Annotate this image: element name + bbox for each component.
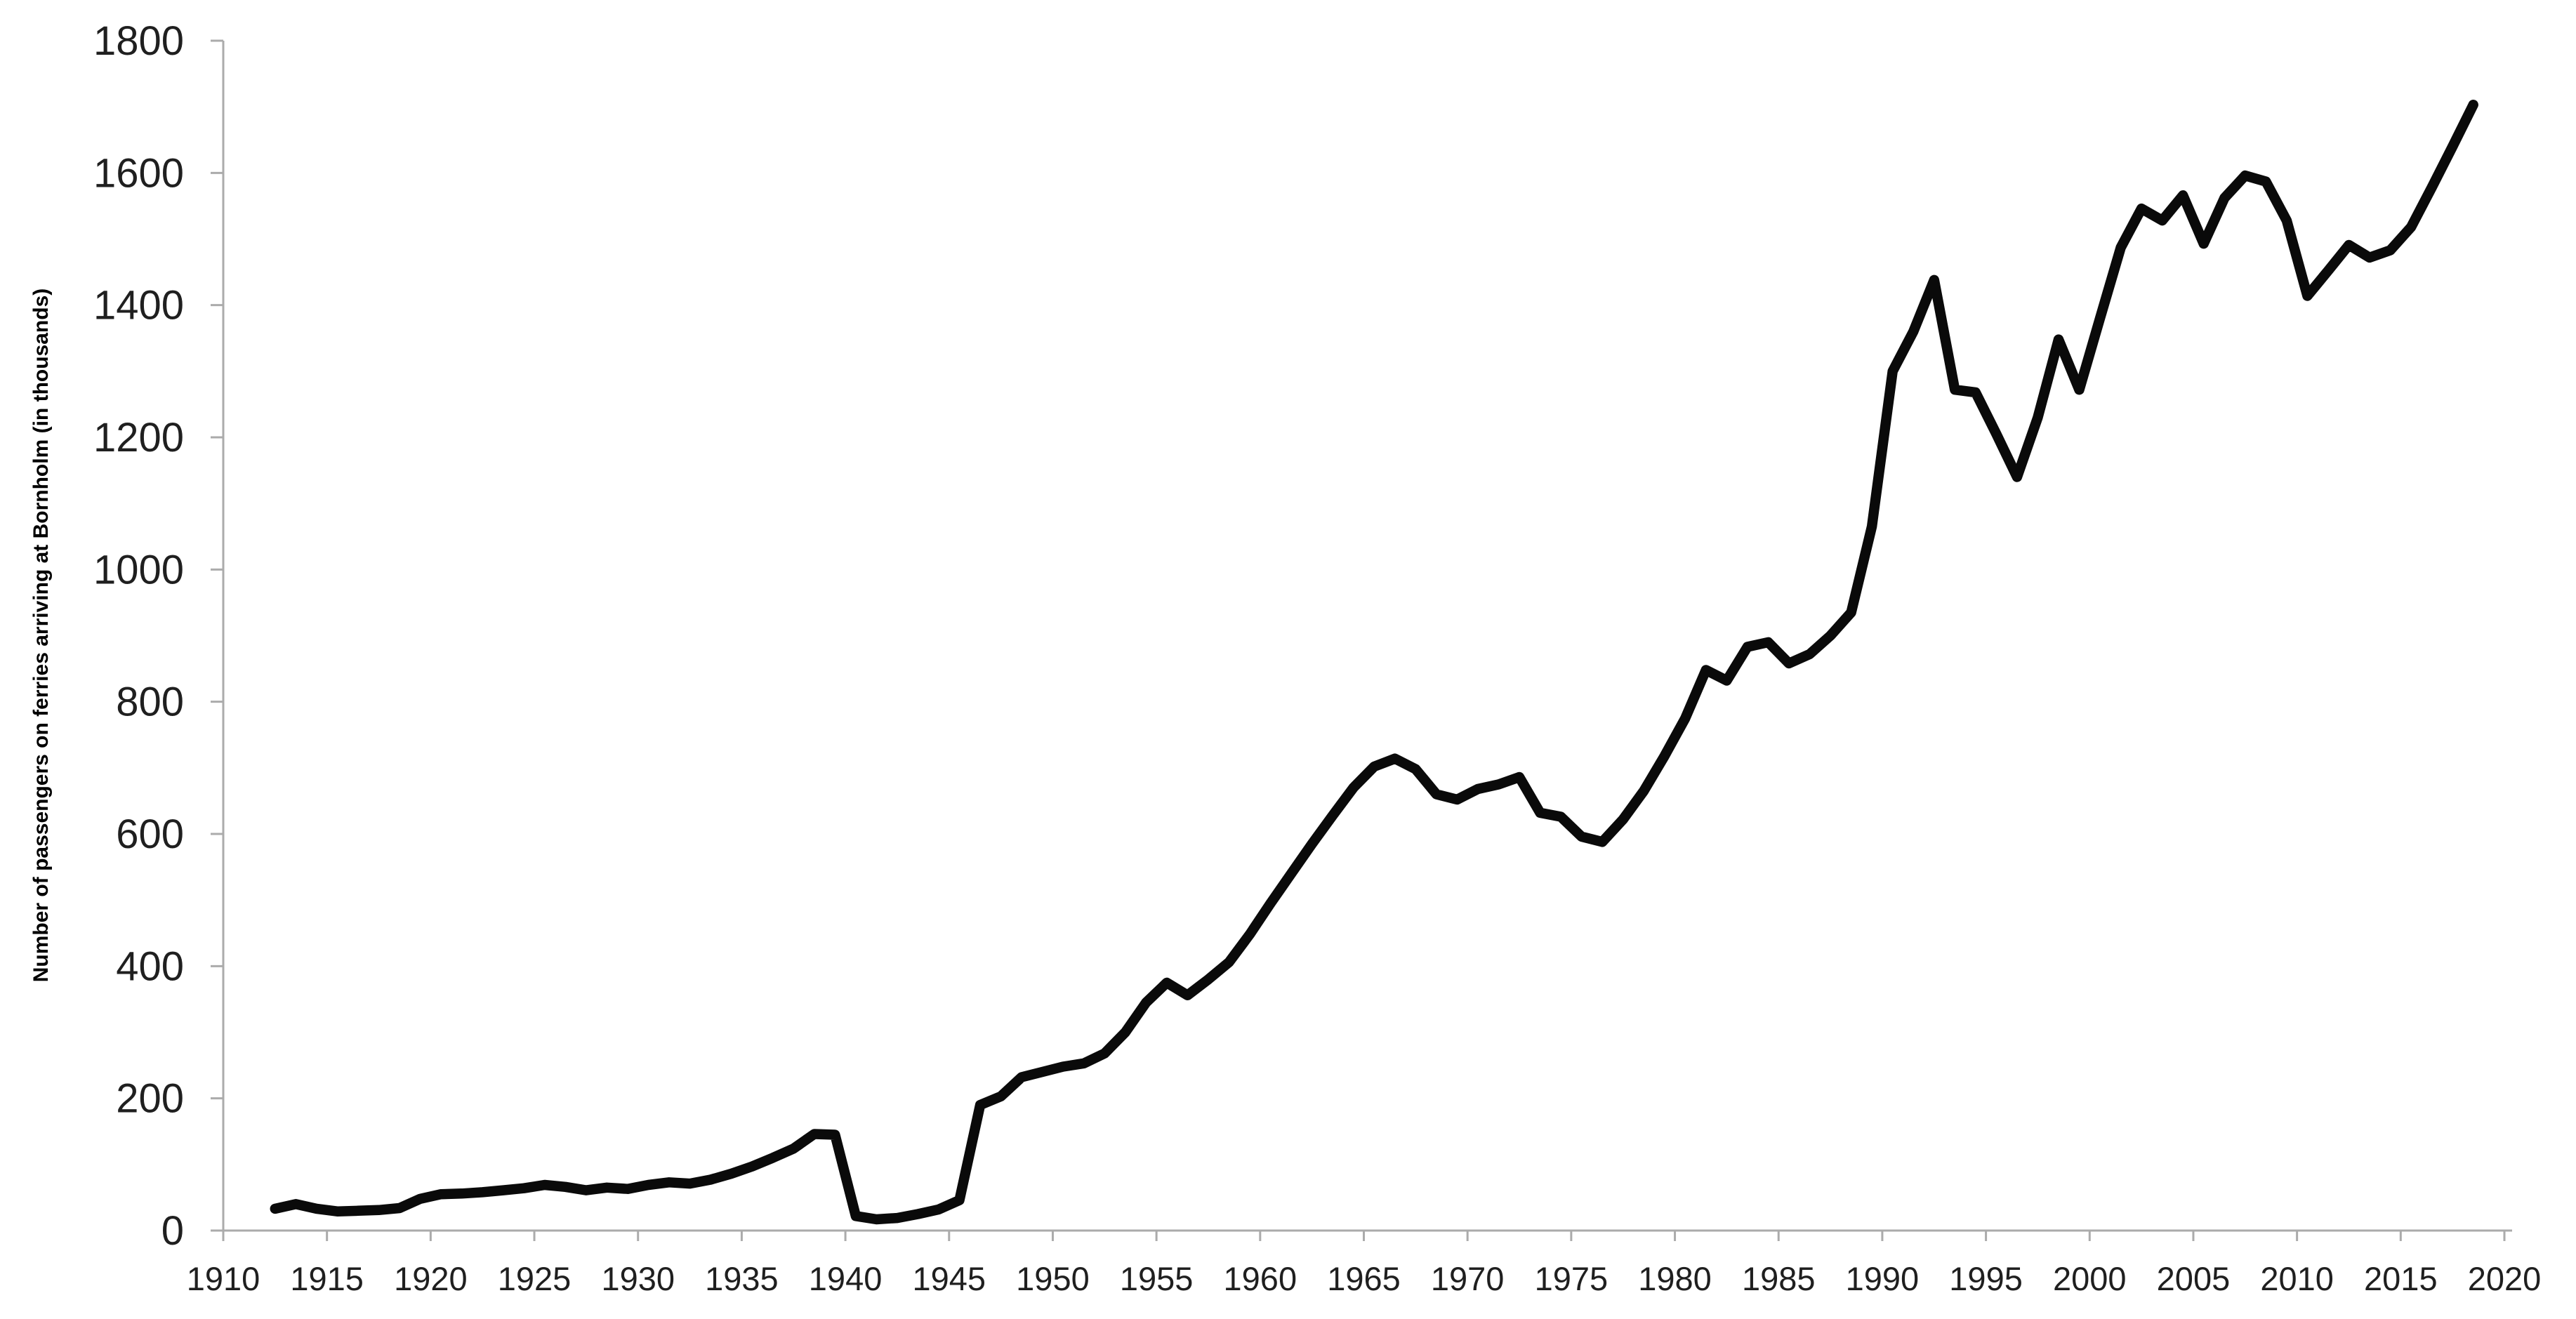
y-axis-title: Number of passengers on ferries arriving… xyxy=(29,289,53,983)
passengers-line xyxy=(270,100,2478,1225)
x-tick-label: 1965 xyxy=(1327,1260,1401,1297)
x-tick-label: 1920 xyxy=(394,1260,468,1297)
y-tick-label: 400 xyxy=(116,943,184,989)
x-tick-label: 1935 xyxy=(705,1260,779,1297)
x-tick-label: 1940 xyxy=(809,1260,883,1297)
x-tick-label: 1960 xyxy=(1224,1260,1297,1297)
x-tick-label: 1915 xyxy=(290,1260,364,1297)
x-tick-label: 1925 xyxy=(498,1260,572,1297)
x-tick-label: 1970 xyxy=(1431,1260,1505,1297)
tick-labels: 0 200 400 600 800 1000 1200 1400 1600 1800 1910 191… xyxy=(93,18,2541,1297)
tick-marks xyxy=(211,39,2506,1241)
y-tick-label: 1200 xyxy=(93,415,184,460)
x-tick-label: 2015 xyxy=(2364,1260,2438,1297)
y-tick-label: 0 xyxy=(161,1208,184,1254)
y-tick-label: 1400 xyxy=(93,283,184,329)
x-tick-label: 1980 xyxy=(1638,1260,1712,1297)
y-tick-label: 1000 xyxy=(93,547,184,592)
x-tick-label: 1950 xyxy=(1016,1260,1090,1297)
y-tick-label: 1600 xyxy=(93,150,184,196)
y-tick-label: 800 xyxy=(116,680,184,725)
axes xyxy=(211,41,2512,1241)
y-tick-label: 600 xyxy=(116,811,184,857)
y-tick-label: 200 xyxy=(116,1076,184,1122)
x-tick-label: 1995 xyxy=(1949,1260,2023,1297)
x-tick-label: 1930 xyxy=(601,1260,675,1297)
x-tick-label: 2005 xyxy=(2157,1260,2231,1297)
data-series xyxy=(270,100,2478,1225)
x-tick-label: 1975 xyxy=(1535,1260,1609,1297)
x-tick-label: 1985 xyxy=(1742,1260,1816,1297)
x-tick-label: 2000 xyxy=(2053,1260,2127,1297)
x-tick-label: 1990 xyxy=(1846,1260,1920,1297)
x-tick-label: 2010 xyxy=(2260,1260,2334,1297)
y-tick-label: 1800 xyxy=(93,18,184,64)
x-tick-label: 1945 xyxy=(912,1260,986,1297)
x-tick-label: 2020 xyxy=(2468,1260,2542,1297)
x-tick-label: 1910 xyxy=(187,1260,260,1297)
x-tick-label: 1955 xyxy=(1120,1260,1194,1297)
